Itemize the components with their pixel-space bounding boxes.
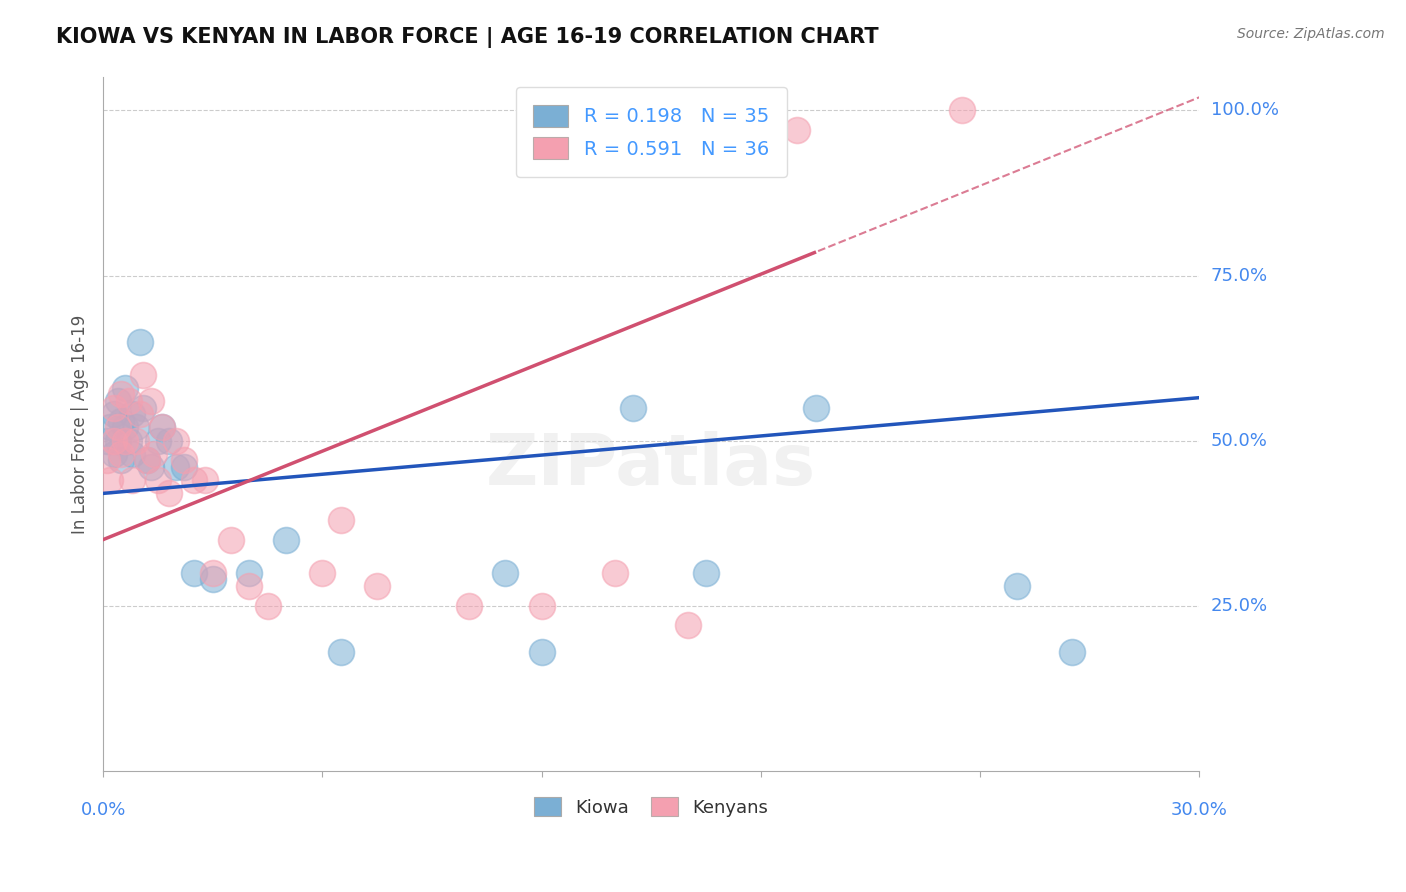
Point: [121, 407, 143, 421]
Point: [804, 401, 827, 415]
Point: [695, 566, 717, 580]
Point: [103, 401, 125, 415]
Text: 25.0%: 25.0%: [1211, 597, 1268, 615]
Point: [457, 599, 479, 613]
Point: [530, 645, 553, 659]
Point: [1005, 579, 1028, 593]
Point: [194, 473, 217, 487]
Point: [103, 447, 125, 461]
Point: [100, 420, 122, 434]
Point: [150, 420, 173, 434]
Point: [603, 566, 626, 580]
Point: [128, 407, 150, 421]
Point: [114, 420, 136, 434]
Point: [136, 453, 159, 467]
Point: [132, 401, 155, 415]
Point: [173, 453, 195, 467]
Point: [118, 434, 141, 448]
Point: [366, 579, 388, 593]
Point: [146, 473, 169, 487]
Point: [1060, 645, 1083, 659]
Point: [238, 579, 260, 593]
Text: 0.0%: 0.0%: [80, 801, 125, 819]
Point: [96, 453, 118, 467]
Point: [183, 566, 205, 580]
Point: [150, 420, 173, 434]
Point: [238, 566, 260, 580]
Point: [676, 618, 699, 632]
Text: KIOWA VS KENYAN IN LABOR FORCE | AGE 16-19 CORRELATION CHART: KIOWA VS KENYAN IN LABOR FORCE | AGE 16-…: [56, 27, 879, 48]
Point: [157, 434, 180, 448]
Point: [786, 123, 808, 137]
Point: [128, 334, 150, 349]
Text: 30.0%: 30.0%: [1171, 801, 1227, 819]
Y-axis label: In Labor Force | Age 16-19: In Labor Force | Age 16-19: [72, 315, 89, 533]
Point: [329, 645, 352, 659]
Point: [139, 394, 162, 409]
Point: [103, 407, 125, 421]
Point: [165, 434, 187, 448]
Point: [96, 434, 118, 448]
Point: [621, 401, 644, 415]
Point: [118, 394, 141, 409]
Point: [530, 599, 553, 613]
Text: ZIPatlas: ZIPatlas: [486, 431, 817, 500]
Point: [329, 513, 352, 527]
Point: [100, 473, 122, 487]
Point: [494, 566, 516, 580]
Point: [183, 473, 205, 487]
Point: [121, 473, 143, 487]
Point: [157, 486, 180, 500]
Point: [110, 387, 132, 401]
Text: 100.0%: 100.0%: [1211, 102, 1278, 120]
Point: [136, 453, 159, 467]
Point: [139, 460, 162, 475]
Point: [110, 447, 132, 461]
Text: 50.0%: 50.0%: [1211, 432, 1267, 450]
Point: [274, 533, 297, 547]
Point: [256, 599, 278, 613]
Point: [219, 533, 242, 547]
Point: [114, 381, 136, 395]
Point: [107, 394, 129, 409]
Text: Source: ZipAtlas.com: Source: ZipAtlas.com: [1237, 27, 1385, 41]
Point: [950, 103, 973, 118]
Text: 75.0%: 75.0%: [1211, 267, 1268, 285]
Point: [132, 368, 155, 382]
Point: [110, 453, 132, 467]
Point: [114, 434, 136, 448]
Legend: Kiowa, Kenyans: Kiowa, Kenyans: [527, 790, 776, 824]
Point: [201, 572, 224, 586]
Point: [165, 460, 187, 475]
Point: [311, 566, 333, 580]
Point: [143, 447, 166, 461]
Point: [125, 434, 148, 448]
Point: [125, 420, 148, 434]
Point: [103, 434, 125, 448]
Point: [110, 414, 132, 428]
Point: [107, 420, 129, 434]
Point: [146, 434, 169, 448]
Point: [173, 460, 195, 475]
Point: [107, 434, 129, 448]
Point: [121, 447, 143, 461]
Point: [201, 566, 224, 580]
